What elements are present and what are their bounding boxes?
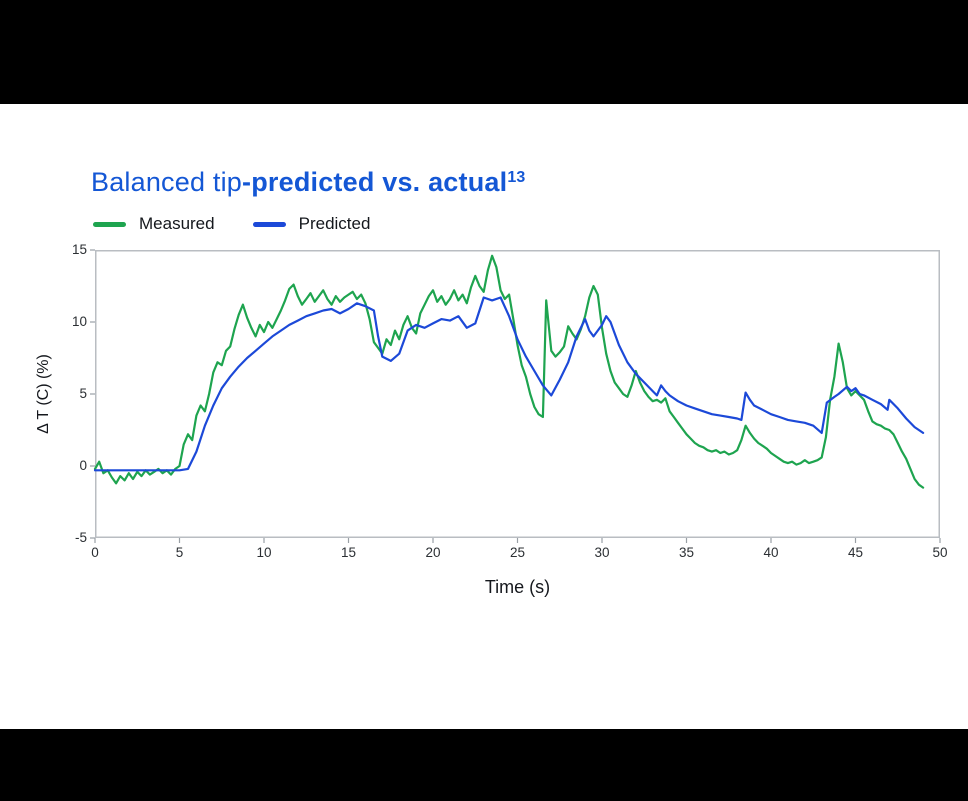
predicted-line-swatch: [252, 221, 286, 227]
x-tick-label: 35: [678, 545, 695, 560]
series-line-measured: [93, 254, 925, 489]
legend-item-measured: Measured: [93, 214, 215, 234]
chart-title-superscript: 13: [507, 169, 526, 186]
x-axis-label: Time (s): [484, 577, 551, 597]
y-tick-label: 10: [71, 314, 87, 329]
x-tick-label: 30: [594, 545, 610, 560]
plot-area: [90, 249, 941, 543]
x-axis-tick-labels: 0 5 10 15 20 25 30 35 40 45 50: [91, 545, 947, 561]
measured-legend-label: Measured: [139, 214, 215, 233]
y-axis-label: Δ T (C) (%): [35, 354, 52, 434]
line-chart: [90, 249, 941, 543]
chart-title: Balanced tip-predicted vs. actual13: [91, 167, 526, 198]
y-tick-label: -5: [74, 530, 87, 545]
y-tick-label: 15: [71, 242, 87, 257]
legend-item-predicted: Predicted: [252, 214, 371, 234]
bottom-letterbox-bar: [0, 729, 968, 801]
x-tick-label: 0: [91, 545, 99, 560]
top-letterbox-bar: [0, 0, 968, 104]
x-tick-label: 20: [425, 545, 441, 560]
x-tick-label: 5: [175, 545, 184, 560]
x-tick-label: 40: [763, 545, 779, 560]
x-tick-label: 10: [256, 545, 272, 560]
measured-line-swatch: [93, 221, 126, 227]
chart-title-regular: Balanced tip: [91, 167, 243, 197]
chart-title-bold: -predicted vs. actual: [242, 167, 508, 197]
plot-border: [95, 250, 940, 538]
series-line-predicted: [93, 296, 925, 472]
x-tick-label: 25: [509, 545, 526, 560]
legend: Measured Predicted: [93, 214, 370, 234]
y-axis-tick-labels: -5 0 5 10 15: [51, 242, 87, 545]
y-tick-label: 5: [79, 386, 87, 401]
predicted-legend-label: Predicted: [298, 214, 371, 233]
x-tick-label: 50: [932, 545, 948, 560]
x-tick-label: 15: [340, 545, 357, 560]
y-tick-label: 0: [79, 458, 87, 473]
x-tick-label: 45: [847, 545, 864, 560]
